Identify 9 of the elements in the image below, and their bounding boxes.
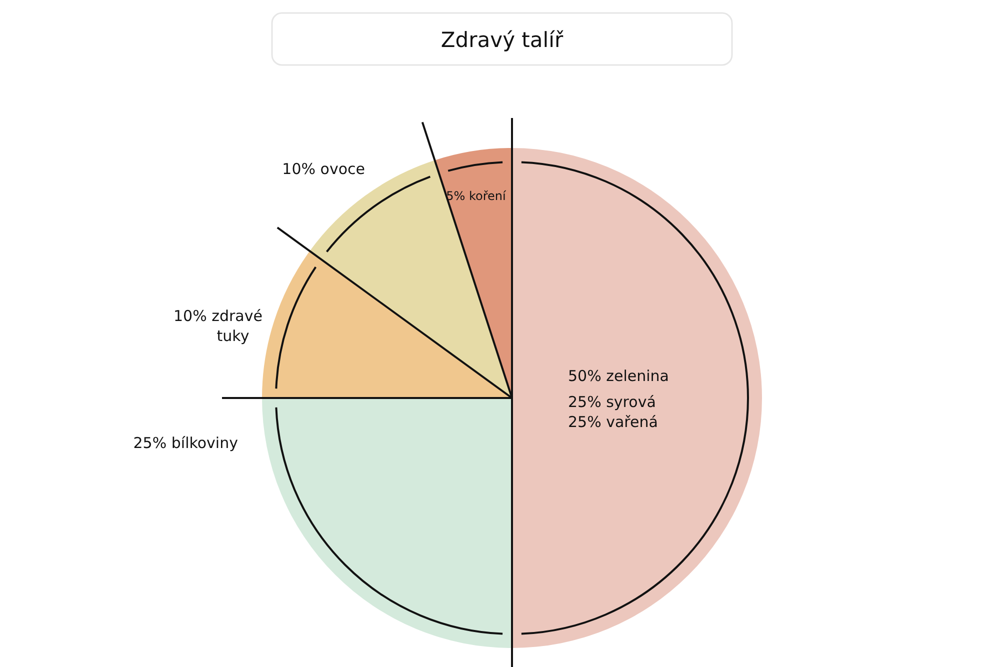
text: 25% syrová: [568, 393, 656, 411]
slice-label: 25% bílkoviny: [133, 434, 238, 452]
text: 25% vařená: [568, 413, 658, 431]
slice-label: 10% ovoce: [282, 160, 365, 178]
chart-title: Zdravý talíř: [440, 28, 564, 52]
slice-label: 10% zdravé tuky: [174, 307, 262, 345]
slice-label: 50% zelenina: [568, 367, 669, 385]
slice-label: 5% koření: [446, 189, 507, 203]
pie-slice: [262, 398, 512, 648]
